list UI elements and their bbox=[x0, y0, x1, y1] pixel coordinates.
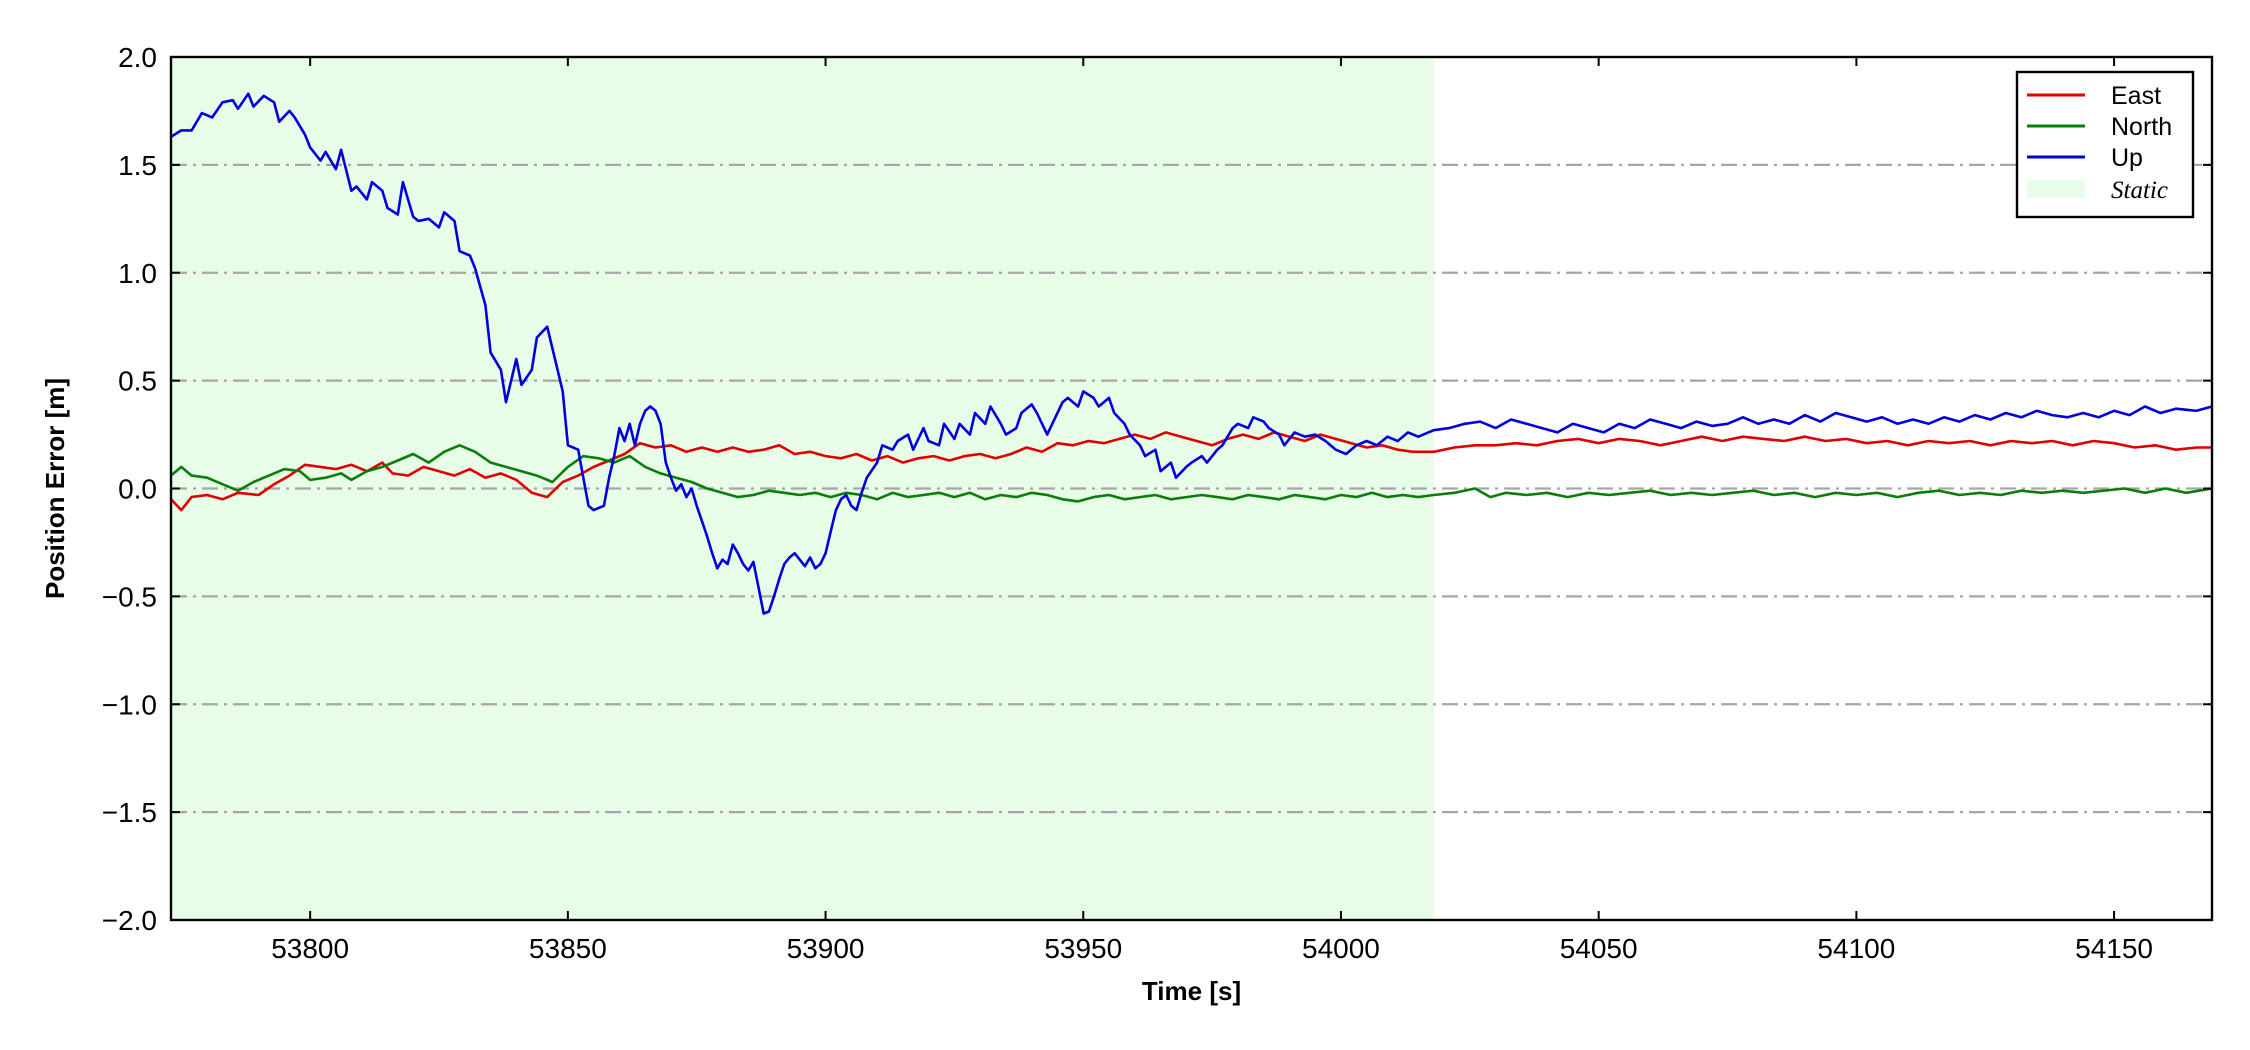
x-tick-label: 53950 bbox=[1044, 933, 1122, 964]
y-tick-label: 1.0 bbox=[118, 258, 157, 289]
x-tick-label: 54050 bbox=[1560, 933, 1638, 964]
x-axis-label: Time [s] bbox=[1142, 976, 1241, 1006]
series-line-east bbox=[170, 431, 2212, 512]
y-tick-label: −1.0 bbox=[102, 689, 157, 720]
y-tick-label: 2.0 bbox=[118, 42, 157, 73]
legend-label-up: Up bbox=[2111, 144, 2143, 172]
series-line-north bbox=[170, 444, 2213, 503]
y-tick-label: −2.0 bbox=[102, 905, 157, 936]
y-tick-label: −0.5 bbox=[102, 581, 157, 612]
x-tick-label: 54100 bbox=[1817, 933, 1895, 964]
x-tick-label: 53850 bbox=[529, 933, 607, 964]
y-tick-label: 0.0 bbox=[118, 474, 157, 505]
legend-label-north: North bbox=[2111, 113, 2172, 141]
x-tick-label: 54150 bbox=[2075, 933, 2153, 964]
x-tick-label: 53900 bbox=[787, 933, 865, 964]
y-axis-ticks: −2.0 −1.5 −1.0 −0.5 0.0 0.5 1.0 1.5 2.0 bbox=[102, 42, 2212, 936]
y-tick-label: −1.5 bbox=[102, 797, 157, 828]
x-tick-label: 54000 bbox=[1302, 933, 1380, 964]
x-tick-label: 53800 bbox=[271, 933, 349, 964]
legend-swatch-static bbox=[2027, 180, 2085, 198]
legend-label-east: East bbox=[2111, 82, 2161, 110]
y-axis-label: Position Error [m] bbox=[40, 378, 70, 599]
y-tick-label: 0.5 bbox=[118, 366, 157, 397]
series-line-up bbox=[170, 92, 2213, 615]
x-axis-ticks: 53800 53850 53900 53950 54000 54050 54100 54150 bbox=[271, 57, 2153, 964]
series-lines bbox=[170, 92, 2213, 615]
legend-label-static: Static bbox=[2111, 177, 2168, 204]
y-tick-label: 1.5 bbox=[118, 150, 157, 181]
legend: East North Up Static bbox=[2015, 70, 2195, 219]
